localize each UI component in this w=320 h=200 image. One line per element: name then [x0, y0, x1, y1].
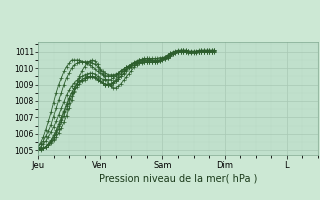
X-axis label: Pression niveau de la mer( hPa ): Pression niveau de la mer( hPa ): [99, 174, 257, 184]
